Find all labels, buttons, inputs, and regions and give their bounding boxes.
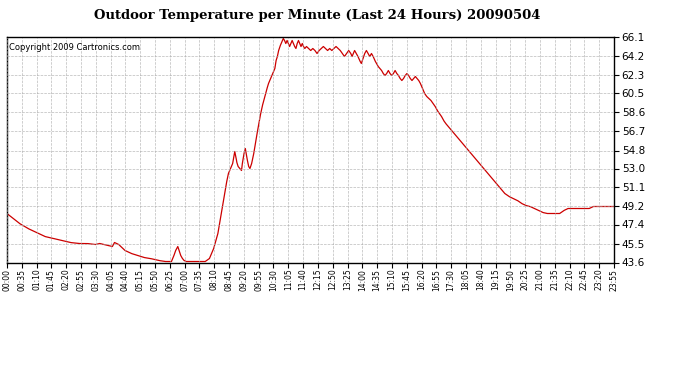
Text: Outdoor Temperature per Minute (Last 24 Hours) 20090504: Outdoor Temperature per Minute (Last 24 … [94,9,541,22]
Text: Copyright 2009 Cartronics.com: Copyright 2009 Cartronics.com [9,43,139,52]
